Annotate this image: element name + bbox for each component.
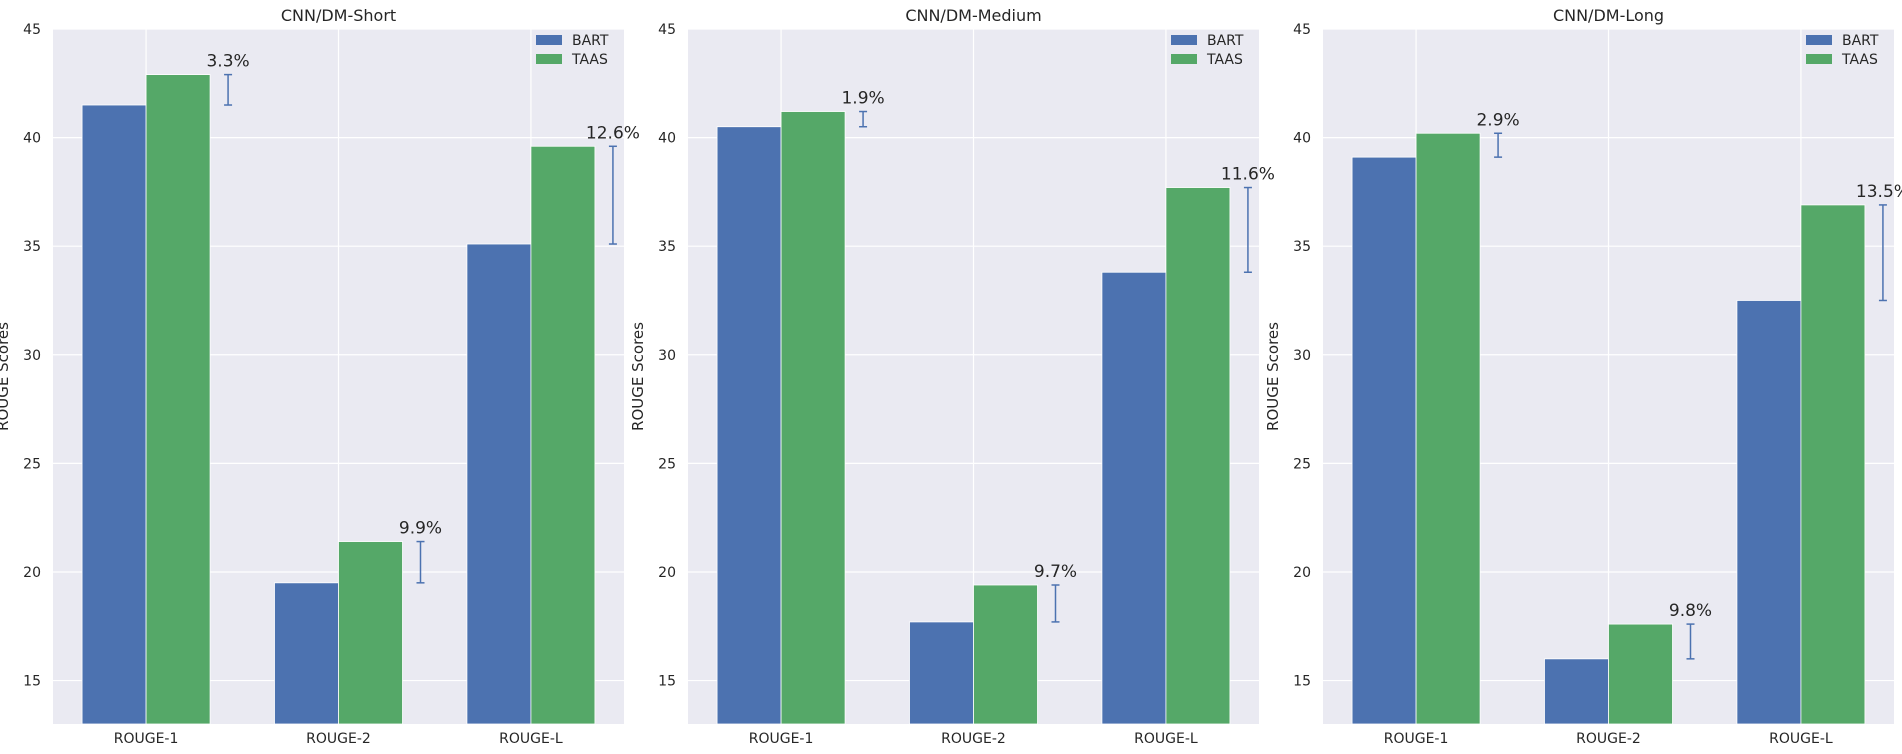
legend-label: BART <box>572 33 609 49</box>
x-tick-label: ROUGE-L <box>499 731 563 747</box>
x-tick-label: ROUGE-2 <box>1576 731 1641 747</box>
y-tick-label: 45 <box>23 22 41 38</box>
chart-panel-3: 15 20 25 30 35 40 45 ROUGE-1 ROUGE-2 ROUGE-L 2.9% 9… <box>1264 6 1902 747</box>
improvement-label: 12.6% <box>586 123 640 143</box>
y-tick-label: 45 <box>1293 22 1311 38</box>
y-tick-label: 20 <box>658 565 676 581</box>
y-tick-label: 35 <box>23 239 41 255</box>
x-tick-label: ROUGE-1 <box>114 731 179 747</box>
chart-panel-1: 15 20 25 30 35 40 45 ROUGE-1 ROUGE-2 ROUGE-L 3.3% 9… <box>0 6 640 747</box>
y-tick-label: 35 <box>658 239 676 255</box>
improvement-label: 3.3% <box>206 52 249 72</box>
legend-swatch <box>1806 54 1832 64</box>
y-tick-label: 30 <box>23 348 41 364</box>
y-tick-label: 15 <box>23 674 41 690</box>
y-tick-label: 20 <box>23 565 41 581</box>
chart-title: CNN/DM-Short <box>281 6 396 25</box>
chart-panel-2: 15 20 25 30 35 40 45 ROUGE-1 ROUGE-2 ROUGE-L 1.9% 9… <box>629 6 1275 747</box>
x-tick-label: ROUGE-2 <box>306 731 371 747</box>
improvement-label: 11.6% <box>1221 165 1275 185</box>
bar-taas <box>145 74 211 725</box>
y-tick-label: 25 <box>1293 456 1311 472</box>
x-tick-label: ROUGE-L <box>1134 731 1198 747</box>
chart-title: CNN/DM-Long <box>1553 6 1664 25</box>
bar-bart <box>274 582 339 725</box>
bar-taas <box>1608 623 1673 725</box>
legend-label: TAAS <box>571 52 608 68</box>
y-axis-title: ROUGE Scores <box>0 322 12 431</box>
bar-bart <box>81 104 147 725</box>
y-tick-label: 30 <box>1293 348 1311 364</box>
bar-bart <box>716 126 782 725</box>
y-axis-title: ROUGE Scores <box>1264 322 1282 431</box>
bar-bart <box>466 243 532 725</box>
legend-swatch <box>1171 35 1197 45</box>
y-tick-label: 40 <box>658 131 676 147</box>
legend-label: BART <box>1207 33 1244 49</box>
legend-swatch <box>536 35 562 45</box>
bar-taas <box>338 541 403 725</box>
bar-taas <box>530 145 596 725</box>
y-tick-label: 15 <box>1293 674 1311 690</box>
legend-label: TAAS <box>1841 52 1878 68</box>
bar-taas <box>1415 132 1481 725</box>
y-axis-title: ROUGE Scores <box>629 322 647 431</box>
y-tick-label: 40 <box>23 131 41 147</box>
legend-label: TAAS <box>1206 52 1243 68</box>
bar-bart <box>1101 271 1167 725</box>
y-tick-label: 20 <box>1293 565 1311 581</box>
y-tick-label: 25 <box>658 456 676 472</box>
bar-taas <box>1800 204 1866 725</box>
legend-label: BART <box>1842 33 1879 49</box>
bar-taas <box>1165 187 1231 725</box>
improvement-label: 13.5% <box>1856 182 1902 202</box>
bar-bart <box>1351 156 1417 725</box>
legend-swatch <box>536 54 562 64</box>
y-tick-label: 40 <box>1293 131 1311 147</box>
improvement-label: 1.9% <box>841 89 884 109</box>
x-tick-label: ROUGE-L <box>1769 731 1833 747</box>
x-tick-label: ROUGE-2 <box>941 731 1006 747</box>
bar-bart <box>1544 658 1609 725</box>
chart-title: CNN/DM-Medium <box>905 6 1041 25</box>
improvement-label: 9.8% <box>1669 601 1712 621</box>
x-tick-label: ROUGE-1 <box>749 731 814 747</box>
y-tick-label: 30 <box>658 348 676 364</box>
x-tick-label: ROUGE-1 <box>1384 731 1449 747</box>
bar-taas <box>973 584 1038 725</box>
improvement-label: 2.9% <box>1476 110 1519 130</box>
y-tick-label: 25 <box>23 456 41 472</box>
y-tick-label: 35 <box>1293 239 1311 255</box>
legend-swatch <box>1806 35 1832 45</box>
y-tick-label: 45 <box>658 22 676 38</box>
y-tick-label: 15 <box>658 674 676 690</box>
improvement-label: 9.7% <box>1034 562 1077 582</box>
bar-taas <box>780 111 846 725</box>
bar-bart <box>909 621 974 725</box>
bar-bart <box>1736 300 1802 725</box>
legend-swatch <box>1171 54 1197 64</box>
improvement-label: 9.9% <box>399 519 442 539</box>
